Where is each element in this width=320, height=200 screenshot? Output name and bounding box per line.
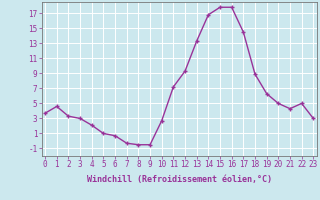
X-axis label: Windchill (Refroidissement éolien,°C): Windchill (Refroidissement éolien,°C) xyxy=(87,175,272,184)
